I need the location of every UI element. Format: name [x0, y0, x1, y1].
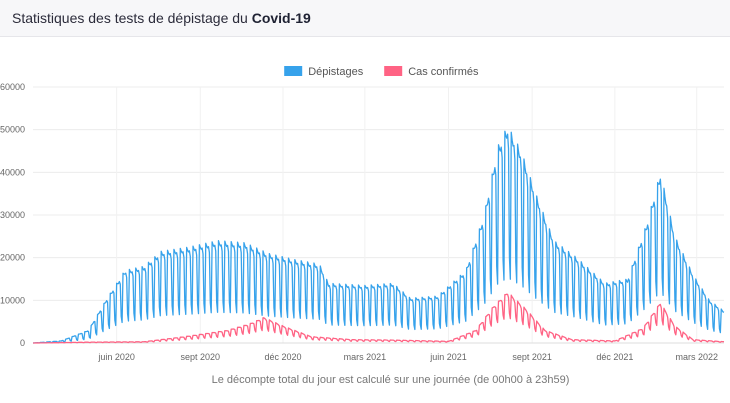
- x-tick-label: déc 2020: [265, 352, 302, 362]
- x-tick-label: déc 2021: [596, 352, 633, 362]
- x-tick-label: mars 2021: [344, 352, 387, 362]
- title-bold: Covid-19: [251, 10, 311, 26]
- y-tick-label: 40000: [0, 167, 25, 177]
- series-line-cas-confirmes: [32, 293, 725, 344]
- chart-container: 0 10000 20000 30000 40000 50000 60000 juin 202…: [0, 37, 730, 403]
- chart-caption: Le décompte total du jour est calculé su…: [212, 374, 570, 386]
- page-title: Statistiques des tests de dépistage du C…: [12, 10, 311, 26]
- y-axis: 0 10000 20000 30000 40000 50000 60000: [0, 82, 25, 348]
- x-tick-label: sept 2020: [181, 352, 221, 362]
- x-axis: juin 2020 sept 2020 déc 2020 mars 2021 juin …: [33, 342, 724, 362]
- legend-label: Dépistages: [308, 66, 364, 78]
- card-header: Statistiques des tests de dépistage du C…: [0, 0, 730, 37]
- chart-series: [32, 130, 725, 344]
- series-line-depistages: [32, 130, 725, 344]
- chart-legend[interactable]: Dépistages Cas confirmés: [284, 66, 479, 78]
- legend-item-cas-confirmes[interactable]: Cas confirmés: [384, 66, 479, 78]
- x-tick-label: sept 2021: [512, 352, 552, 362]
- y-tick-label: 10000: [0, 295, 25, 305]
- line-chart: 0 10000 20000 30000 40000 50000 60000 juin 202…: [0, 66, 725, 386]
- x-tick-label: mars 2022: [675, 352, 718, 362]
- y-tick-label: 20000: [0, 253, 25, 263]
- legend-item-depistages[interactable]: Dépistages: [284, 66, 364, 78]
- x-tick-label: juin 2020: [97, 352, 135, 362]
- chart-grid: [33, 86, 724, 344]
- legend-swatch: [384, 66, 403, 76]
- y-tick-label: 50000: [0, 125, 25, 135]
- legend-swatch: [284, 66, 303, 76]
- x-tick-label: juin 2021: [429, 352, 467, 362]
- y-tick-label: 0: [20, 338, 25, 348]
- legend-label: Cas confirmés: [408, 66, 479, 78]
- y-tick-label: 30000: [0, 210, 25, 220]
- y-tick-label: 60000: [0, 82, 25, 92]
- title-prefix: Statistiques des tests de dépistage du: [12, 10, 252, 26]
